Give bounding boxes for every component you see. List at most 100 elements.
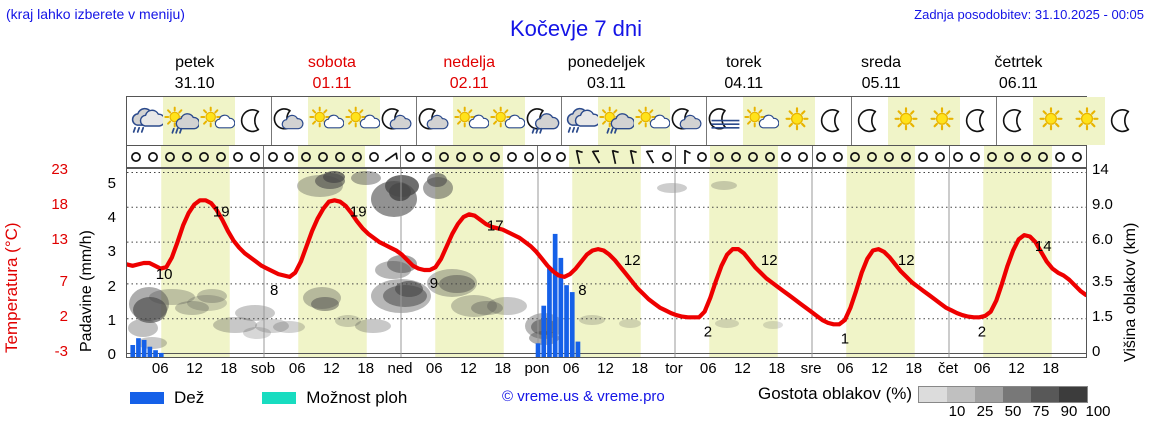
wind-calm-icon: [915, 146, 932, 167]
wind-calm-icon: [983, 146, 1001, 167]
location-menu-note[interactable]: (kraj lahko izberete v meniju): [6, 6, 185, 22]
sun-cloud-icon: [634, 97, 670, 145]
svg-text:19: 19: [350, 203, 367, 220]
wind-calm-icon: [846, 146, 864, 167]
wind-calm-icon: [418, 146, 435, 167]
wind-calm-icon: [1000, 146, 1018, 167]
svg-text:1: 1: [841, 331, 849, 348]
cloud-tick-1.5: 1.5: [1092, 307, 1113, 325]
rain-legend-label: Dež: [174, 388, 205, 407]
day-date: 05.11: [861, 75, 901, 92]
wind-calm-icon: [520, 146, 537, 167]
day-name: četrtek: [994, 54, 1043, 71]
svg-text:14: 14: [1035, 238, 1052, 255]
precip-tick-5: 5: [107, 175, 116, 193]
wind-day-cell-6: [950, 146, 1086, 167]
cloud-density-step-75: [1003, 386, 1032, 402]
wind-day-cell-3: [538, 146, 676, 167]
wind-calm-icon: [178, 146, 196, 167]
cloud-tick-3.5: 3.5: [1092, 272, 1113, 290]
cloud-tick-0: 0: [1092, 342, 1101, 360]
svg-text:12: 12: [624, 252, 641, 269]
day-header-0: petek 31.10: [126, 52, 263, 96]
x-tick-sre-19: sre: [800, 360, 822, 377]
x-tick-06-20: 06: [836, 360, 854, 377]
day-header-3: ponedeljek 03.11: [538, 52, 675, 96]
series-legend: Dež Možnost ploh: [130, 386, 407, 410]
day-header-4: torek 04.11: [675, 52, 812, 96]
wind-barb-s-icon: [605, 146, 624, 167]
moon-cloud-icon: [380, 97, 416, 145]
moon-cloud-rain-icon: [525, 97, 561, 145]
day-header-1: sobota 01.11: [263, 52, 400, 96]
cloud-tick-14: 14: [1092, 161, 1109, 179]
temp-tick-7: 7: [59, 272, 68, 290]
cloud-density-value-90: 90: [1060, 403, 1078, 420]
cloud-density-title: Gostota oblakov (%): [758, 384, 913, 403]
svg-text:2: 2: [704, 324, 712, 341]
precip-tick-4: 4: [107, 209, 116, 227]
svg-text:19: 19: [213, 203, 230, 220]
x-tick-pon-11: pon: [524, 360, 550, 377]
x-tick-12-13: 12: [597, 360, 614, 377]
x-tick-06-4: 06: [288, 360, 306, 377]
wind-calm-icon: [144, 146, 161, 167]
wind-calm-icon: [486, 146, 504, 167]
x-tick-čet-23: čet: [937, 360, 959, 377]
wind-day-cell-0: [127, 146, 265, 167]
sun-icon: [1033, 97, 1069, 145]
cloud-tick-9.0: 9.0: [1092, 196, 1113, 214]
x-axis-tick-labels: 06 12 18 sob 06 12 18 ned 06 12 18 pon 06 12 18 tor 06 12…: [126, 360, 1087, 380]
wind-calm-icon: [863, 146, 881, 167]
sun-cloud-icon: [199, 97, 235, 145]
x-tick-18-10: 18: [494, 360, 512, 377]
cloud-rain-icon: [562, 97, 598, 145]
x-tick-tor-15: tor: [665, 360, 683, 377]
x-tick-12-9: 12: [460, 360, 477, 377]
showers-color-swatch: [262, 392, 297, 404]
wind-day-cell-5: [813, 146, 950, 167]
sun-cloud-rain-icon: [598, 97, 634, 145]
icon-day-cell-1: [272, 97, 417, 145]
x-tick-18-6: 18: [357, 360, 375, 377]
day-date: 31.10: [174, 75, 215, 92]
temp-tick--3: -3: [54, 342, 68, 360]
cloud-tick-6.0: 6.0: [1092, 231, 1113, 249]
icon-day-cell-3: [562, 97, 707, 145]
sun-cloud-icon: [453, 97, 489, 145]
moon-icon: [852, 97, 888, 145]
wind-calm-icon: [1034, 146, 1052, 167]
temp-tick-13: 13: [51, 231, 68, 249]
page-title: Kočevje 7 dni: [509, 16, 643, 41]
sun-cloud-rain-icon: [163, 97, 199, 145]
wind-calm-icon: [212, 146, 230, 167]
svg-text:17: 17: [487, 217, 504, 234]
cloud-density-scale-values: 10 25 50 75 90 100: [943, 403, 1113, 420]
temp-tick-2: 2: [59, 307, 68, 325]
temp-tick-18: 18: [51, 196, 68, 214]
day-date: 04.11: [724, 75, 764, 92]
precip-tick-2: 2: [107, 277, 116, 295]
day-name: ponedeljek: [567, 54, 646, 71]
wind-calm-icon: [744, 146, 762, 167]
precip-tick-1: 1: [107, 311, 116, 329]
cloud-rain-icon: [127, 97, 163, 145]
wind-calm-icon: [795, 146, 812, 167]
x-tick-12-21: 12: [871, 360, 888, 377]
wind-day-cell-2: [401, 146, 539, 167]
wind-calm-icon: [452, 146, 470, 167]
svg-text:8: 8: [578, 282, 586, 299]
wind-calm-icon: [694, 146, 711, 167]
day-name: sobota: [307, 54, 356, 71]
day-name: petek: [175, 54, 215, 71]
copyright-label[interactable]: © vreme.us & vreme.pro: [502, 388, 665, 405]
cloud-density-gradient: [918, 385, 1089, 403]
sun-cloud-icon: [743, 97, 779, 145]
svg-text:2: 2: [978, 324, 986, 341]
icon-day-cell-4: [707, 97, 852, 145]
day-header-6: četrtek 06.11: [950, 52, 1087, 96]
wind-barb-ne-icon: [382, 146, 400, 167]
precip-tick-0: 0: [107, 346, 116, 363]
wind-calm-icon: [503, 146, 520, 167]
wind-day-cell-1: [264, 146, 402, 167]
